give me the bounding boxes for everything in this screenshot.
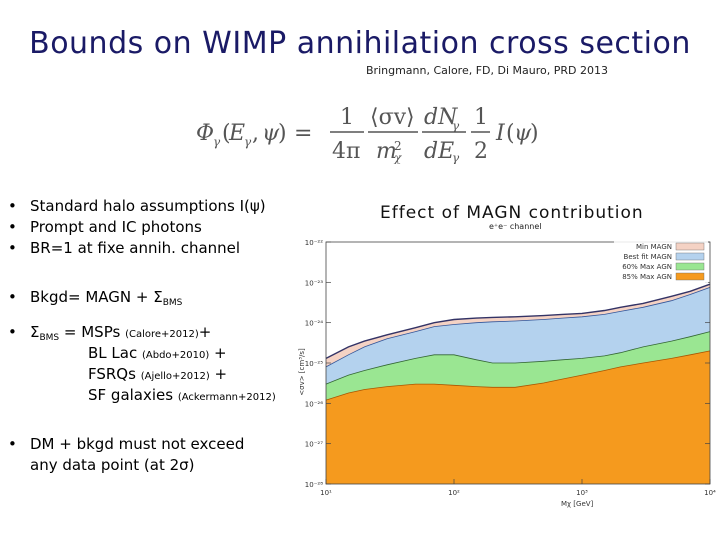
bms-fsrq: FSRQs (Ajello+2012) +: [88, 365, 228, 383]
y-axis-label: <σv> [cm³/s]: [298, 348, 306, 396]
legend-label-3: 85% Max AGN: [622, 273, 672, 281]
legend-label-0: Min MAGN: [636, 243, 672, 251]
wimp-bounds-chart: 10⁻²⁸ 10⁻²⁷ 10⁻²⁶ 10⁻²⁵ 10⁻²⁴ 10⁻²³ 10⁻²² 10¹ 10…: [298, 238, 716, 508]
channel-label: e⁺e⁻ channel: [489, 222, 542, 231]
bullet-halo: • Standard halo assumptions I(ψ): [8, 197, 266, 215]
svg-text:Φ: Φ: [196, 121, 214, 146]
y-tick-label-5: 10⁻²³: [305, 279, 323, 287]
x-tick-label-2: 10³: [576, 489, 588, 497]
slide-title: Bounds on WIMP annihilation cross sectio…: [29, 26, 691, 61]
series-line-2: [325, 331, 711, 385]
x-tick-label-0: 10¹: [320, 489, 332, 497]
legend-swatch-2: [675, 262, 705, 271]
legend-label-1: Best fit MAGN: [624, 253, 672, 261]
svg-text:): ): [530, 121, 539, 146]
svg-text:I: I: [495, 121, 506, 146]
legend-swatch-1: [675, 252, 705, 261]
y-tick-label-4: 10⁻²⁴: [305, 320, 323, 328]
citation: Bringmann, Calore, FD, Di Mauro, PRD 201…: [366, 64, 608, 77]
svg-text:ψ: ψ: [514, 121, 532, 146]
legend-swatch-3: [675, 272, 705, 281]
svg-text:dN: dN: [424, 105, 458, 130]
figure-heading: Effect of MAGN contribution: [380, 203, 644, 223]
svg-text:2: 2: [394, 139, 402, 153]
svg-text:,: ,: [252, 121, 259, 146]
bms-bllac: BL Lac (Abdo+2010) +: [88, 344, 227, 362]
bms-sf-galaxies: SF galaxies (Ackermann+2012): [88, 386, 276, 404]
svg-text:): ): [278, 121, 287, 146]
y-tick-label-1: 10⁻²⁷: [305, 441, 323, 449]
bullet-photons: • Prompt and IC photons: [8, 218, 202, 236]
svg-text:χ: χ: [393, 151, 402, 164]
svg-text:1: 1: [474, 105, 488, 130]
legend-swatch-0: [675, 242, 705, 251]
bullet-constraint: • DM + bkgd must not exceed: [8, 435, 245, 453]
svg-text:1: 1: [340, 105, 354, 130]
bullet-br: • BR=1 at fixe annih. channel: [8, 239, 241, 257]
x-tick-label-1: 10²: [448, 489, 460, 497]
svg-text:2: 2: [474, 139, 488, 164]
y-tick-label-0: 10⁻²⁸: [305, 481, 323, 489]
svg-text:γ: γ: [213, 135, 221, 149]
series-line-1: [325, 287, 711, 368]
svg-text:=: =: [294, 121, 312, 146]
svg-text:E: E: [228, 121, 245, 146]
svg-text:ψ: ψ: [262, 121, 280, 146]
series-line-3: [325, 350, 711, 401]
bullet-bkgd: • Bkgd= MAGN + ΣBMS: [8, 288, 183, 308]
svg-text:(: (: [222, 121, 231, 146]
flux-equation: Φ γ ( E γ , ψ ) = 1 4π ⟨σv⟩ m 2 χ dN γ d…: [196, 105, 539, 164]
svg-text:m: m: [376, 139, 397, 164]
x-tick-label-3: 10⁴: [704, 489, 716, 497]
y-tick-label-3: 10⁻²⁵: [305, 360, 323, 368]
y-tick-label-2: 10⁻²⁶: [305, 400, 323, 408]
y-tick-label-6: 10⁻²²: [305, 239, 323, 247]
svg-text:γ: γ: [244, 135, 252, 149]
bullet-constraint-cont: any data point (at 2σ): [30, 456, 195, 474]
legend-label-2: 60% Max AGN: [622, 263, 672, 271]
svg-text:(: (: [506, 121, 515, 146]
bullet-bms: • ΣBMS = MSPs (Calore+2012)+: [8, 323, 212, 343]
svg-text:γ: γ: [452, 119, 460, 133]
svg-text:γ: γ: [452, 151, 460, 164]
x-axis-label: Mχ [GeV]: [561, 500, 594, 508]
series-line-0: [325, 283, 711, 360]
svg-text:⟨σv⟩: ⟨σv⟩: [370, 105, 415, 130]
svg-text:4π: 4π: [332, 139, 360, 164]
svg-text:dE: dE: [424, 139, 454, 164]
